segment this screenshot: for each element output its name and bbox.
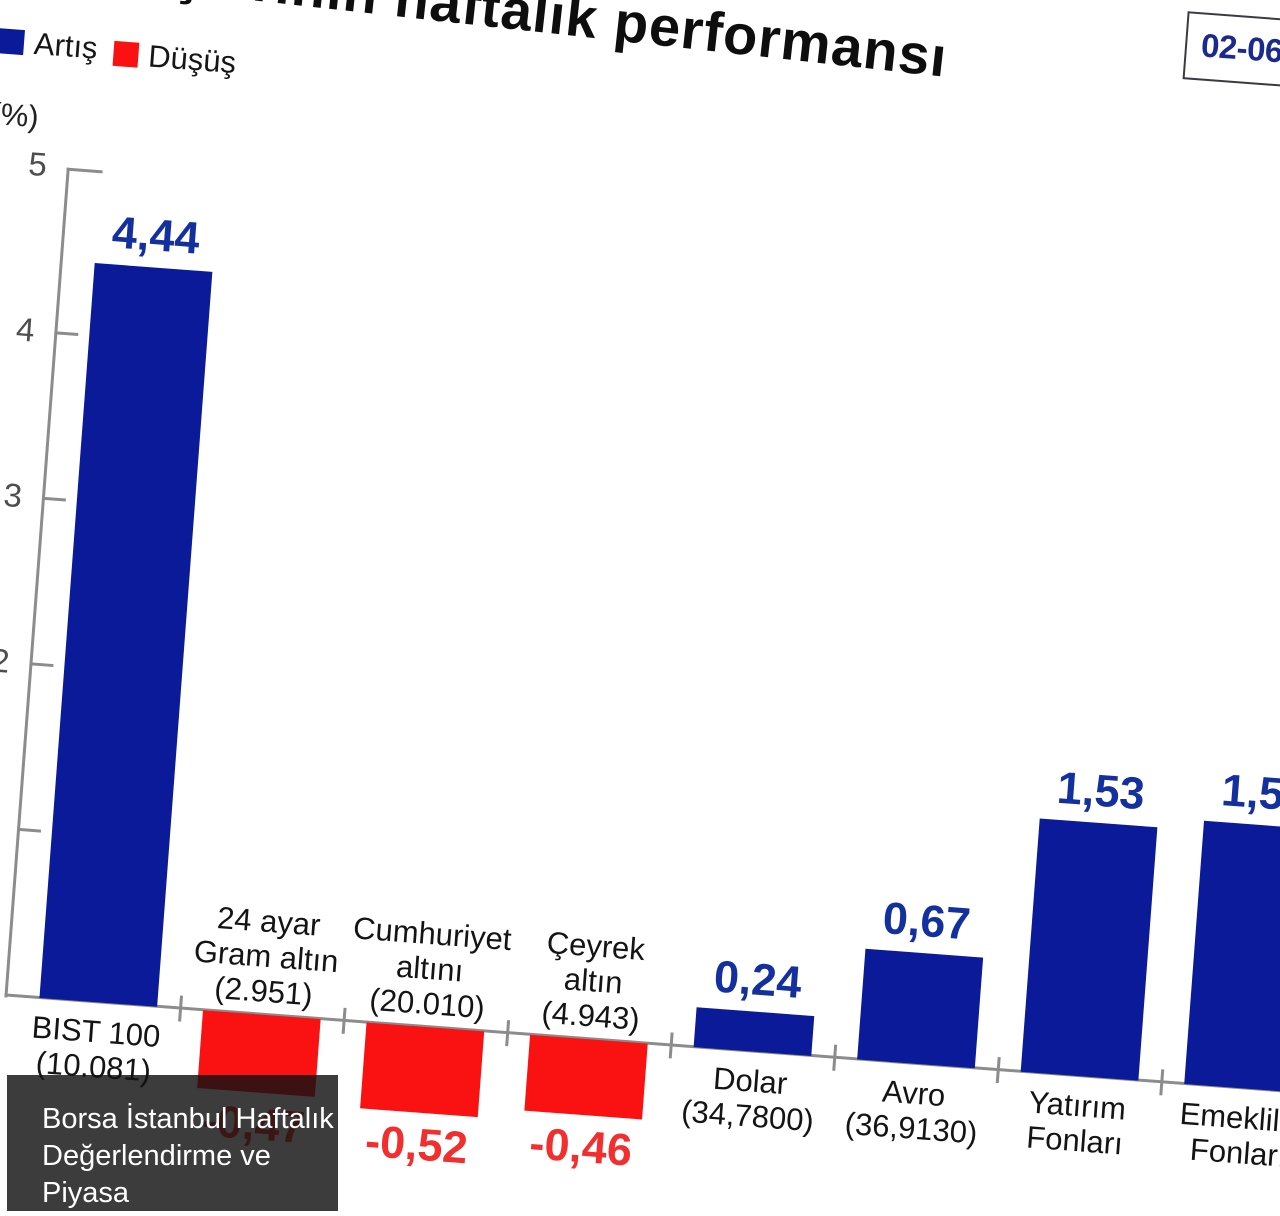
bar-avro [857,948,984,1069]
y-axis-tick [54,331,79,336]
legend-decrease-label: Düşüş [147,38,238,81]
bar-value-label: 4,44 [110,206,202,264]
percent-unit-label: (%) [0,95,41,135]
y-tick-label: 4 [14,310,36,349]
caption-line: Gelişmeleri [42,1212,338,1216]
date-badge-text: 02-06 Aralık [1199,26,1280,76]
legend-increase-swatch [0,28,25,56]
bar-category-label: Emeklilik Fonları [1107,1091,1280,1180]
legend-increase-label: Artış [32,25,99,66]
bar-cumhuriyet-altini [360,1022,485,1118]
y-axis-tick [41,496,66,502]
bar-emeklilik-fonlari [1184,820,1280,1093]
bar-bist100 [39,263,213,1007]
bar-category-label: Çeyrek altın (4.943) [460,919,727,1043]
y-tick-label: 2 [0,641,11,680]
caption-line: Borsa İstanbul Haftalık [42,1103,334,1135]
caption-overlay: Borsa İstanbul Haftalık Değerlendirme ve… [7,1075,338,1216]
y-tick-label: 3 [2,475,24,515]
y-tick-label: 5 [27,144,49,184]
y-axis-tick [16,827,42,833]
y-axis-top-tick [66,167,103,174]
legend-decrease-swatch [112,40,140,68]
caption-line: Değerlendirme ve Piyasa [42,1140,271,1209]
bar-yatirim-fonlari [1020,818,1158,1081]
caption-text: Borsa İstanbul Haftalık Değerlendirme ve… [7,1075,338,1216]
y-axis-tick [29,662,54,668]
bar-value-label: 0,67 [881,892,973,950]
